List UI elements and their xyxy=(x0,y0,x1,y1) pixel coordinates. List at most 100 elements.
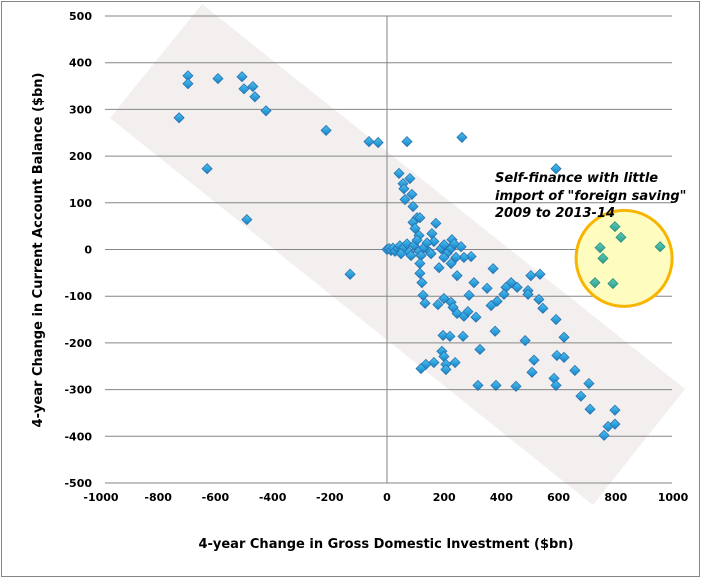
data-point xyxy=(487,263,499,275)
y-tick-label: 100 xyxy=(69,197,92,210)
x-tick-label: -400 xyxy=(259,491,287,504)
y-axis-title: 4-year Change in Current Account Balance… xyxy=(31,73,46,428)
data-point xyxy=(173,112,185,124)
data-point xyxy=(438,292,450,305)
data-point xyxy=(363,136,375,148)
y-tick-label: -200 xyxy=(64,337,92,350)
data-point xyxy=(584,403,596,415)
highlight-circle xyxy=(574,208,674,308)
y-tick-label: -100 xyxy=(64,290,92,303)
y-tick-label: 400 xyxy=(69,57,92,70)
data-point xyxy=(437,329,449,341)
y-tick-label: -400 xyxy=(64,430,92,443)
data-point xyxy=(550,379,562,391)
data-point xyxy=(344,268,356,280)
data-point xyxy=(411,234,423,246)
data-point xyxy=(609,404,621,416)
data-point xyxy=(432,299,444,311)
highlight-data-point xyxy=(594,242,606,254)
data-point xyxy=(393,167,405,179)
data-point xyxy=(449,356,461,369)
data-point xyxy=(428,356,440,369)
highlight-data-point xyxy=(597,252,609,264)
data-point xyxy=(448,238,460,250)
data-point xyxy=(182,78,194,90)
data-point xyxy=(519,334,531,347)
x-tick-label: 1000 xyxy=(658,491,689,504)
x-tick-label: 600 xyxy=(547,491,570,504)
data-point xyxy=(414,267,426,279)
data-point xyxy=(445,257,457,270)
x-axis-title: 4-year Change in Gross Domestic Investme… xyxy=(198,537,573,552)
data-point xyxy=(474,343,486,356)
x-tick-label: 200 xyxy=(433,491,456,504)
data-point xyxy=(409,222,421,235)
data-point xyxy=(401,136,413,148)
data-point xyxy=(395,248,407,260)
data-point xyxy=(416,277,428,289)
data-point xyxy=(575,390,587,402)
data-point xyxy=(463,289,475,301)
x-tick-label: 0 xyxy=(383,491,391,504)
data-point xyxy=(489,325,501,337)
data-point xyxy=(404,172,416,185)
x-tick-label: -200 xyxy=(316,491,344,504)
highlight-data-point xyxy=(609,221,621,233)
data-point xyxy=(569,364,581,377)
data-point xyxy=(407,200,419,213)
data-point xyxy=(472,379,484,391)
data-point xyxy=(456,131,468,143)
data-point xyxy=(241,214,253,226)
data-point xyxy=(212,73,224,85)
data-point xyxy=(238,83,250,95)
x-tick-label: -800 xyxy=(144,491,172,504)
data-point xyxy=(598,429,610,441)
data-point xyxy=(458,251,470,264)
data-point xyxy=(372,136,384,149)
data-point xyxy=(236,71,248,83)
data-point xyxy=(462,306,474,318)
data-point xyxy=(399,193,411,206)
data-point xyxy=(398,183,410,195)
data-point xyxy=(490,379,502,391)
data-point xyxy=(421,237,433,249)
y-tick-label: 0 xyxy=(84,244,92,257)
data-point xyxy=(481,282,493,294)
data-point xyxy=(511,281,523,293)
data-point xyxy=(498,288,510,300)
data-point xyxy=(249,91,261,103)
data-point xyxy=(433,262,445,274)
y-tick-label: 300 xyxy=(69,103,92,116)
highlight-data-point xyxy=(654,241,666,253)
highlight-data-point xyxy=(589,277,601,289)
annotation-line-1: Self-finance with little xyxy=(495,171,658,186)
annotation-line-3: 2009 to 2013-14 xyxy=(495,206,615,221)
data-point xyxy=(444,330,456,342)
y-tick-label: 200 xyxy=(69,150,92,163)
x-tick-label: 800 xyxy=(604,491,627,504)
data-point xyxy=(528,354,540,366)
data-point xyxy=(491,295,503,307)
y-tick-label: -300 xyxy=(64,384,92,397)
x-tick-label: 400 xyxy=(490,491,513,504)
data-point xyxy=(247,80,259,93)
data-point xyxy=(533,293,545,306)
data-point xyxy=(537,302,549,314)
data-point xyxy=(406,188,418,200)
data-point xyxy=(550,313,562,326)
data-point xyxy=(525,270,537,282)
data-point xyxy=(522,288,534,300)
data-point xyxy=(526,366,538,378)
highlight-data-point xyxy=(607,278,619,290)
data-point xyxy=(510,380,522,392)
x-tick-label: -1000 xyxy=(83,491,119,504)
data-point xyxy=(550,163,562,175)
x-tick-label: -600 xyxy=(202,491,230,504)
data-point xyxy=(465,250,477,263)
data-point xyxy=(438,239,450,251)
data-point xyxy=(414,212,426,224)
data-point xyxy=(470,311,482,323)
data-point xyxy=(320,124,332,136)
data-point xyxy=(583,377,595,390)
data-point xyxy=(405,250,417,262)
